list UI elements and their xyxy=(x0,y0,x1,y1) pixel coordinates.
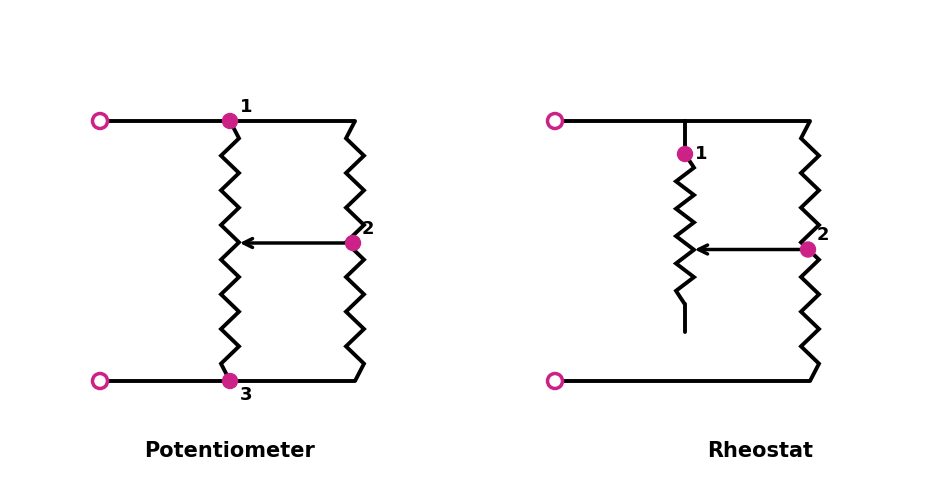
Circle shape xyxy=(548,114,562,128)
Circle shape xyxy=(346,236,361,250)
Circle shape xyxy=(92,373,107,388)
Text: 3: 3 xyxy=(240,386,253,404)
Text: 1: 1 xyxy=(695,145,708,163)
Text: Potentiometer: Potentiometer xyxy=(144,441,315,461)
Circle shape xyxy=(223,373,238,388)
Text: 2: 2 xyxy=(362,220,375,238)
Circle shape xyxy=(92,114,107,128)
Text: 1: 1 xyxy=(240,98,253,116)
Circle shape xyxy=(800,242,816,257)
Circle shape xyxy=(548,373,562,388)
Text: 2: 2 xyxy=(817,227,830,245)
Circle shape xyxy=(223,114,238,128)
Circle shape xyxy=(677,146,693,162)
Text: Rheostat: Rheostat xyxy=(707,441,813,461)
